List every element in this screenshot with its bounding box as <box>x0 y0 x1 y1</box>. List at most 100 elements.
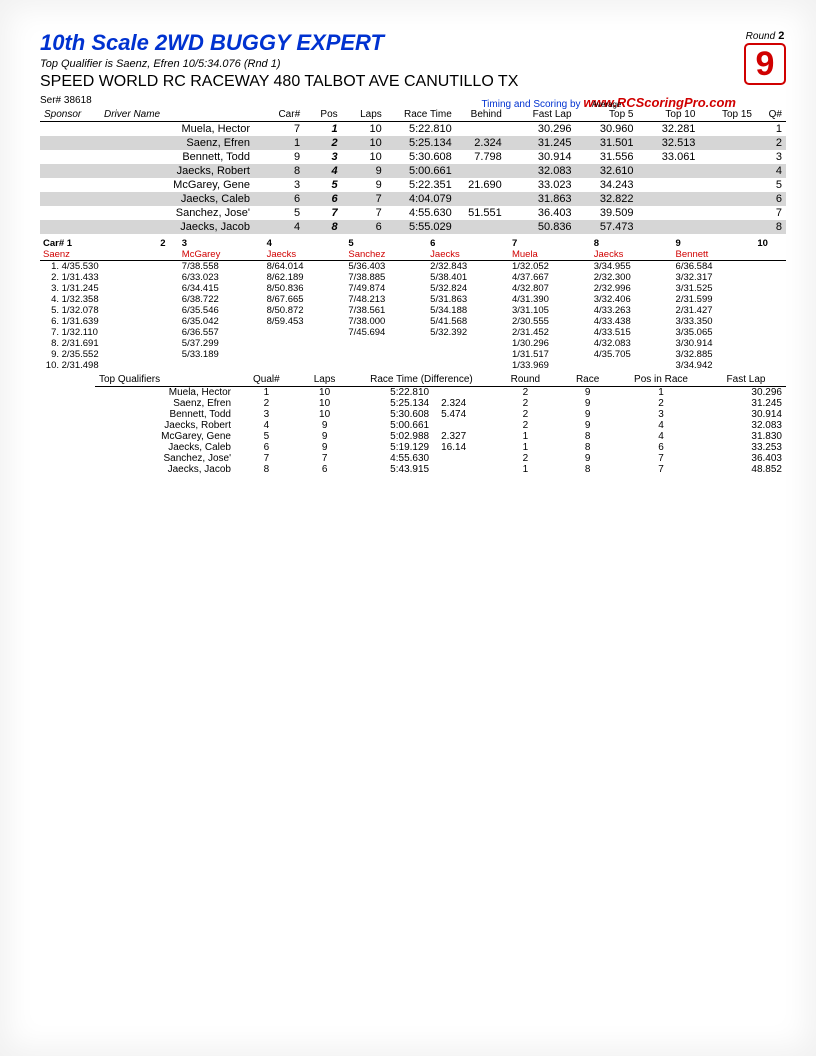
tq-row: Jaecks, Robert495:00.66129432.083 <box>40 420 786 431</box>
lap-cell: 2/32.300 <box>591 272 673 283</box>
tq-name: Saenz, Efren <box>95 398 235 409</box>
lap-cell: 1/31.517 <box>509 349 591 360</box>
top15 <box>699 150 756 164</box>
fast-lap: 50.836 <box>506 220 576 234</box>
lap-cell <box>179 360 264 371</box>
col-top5: Average Top 5 <box>576 108 638 122</box>
car-num: 6 <box>260 192 304 206</box>
lap-cell: 3/35.065 <box>673 327 755 338</box>
tq-name: Bennett, Todd <box>95 409 235 420</box>
top10: 32.513 <box>638 136 700 150</box>
tq-laps: 10 <box>298 387 352 399</box>
top5: 57.473 <box>576 220 638 234</box>
col-tq-laps: Laps <box>298 373 352 387</box>
position: 6 <box>304 192 342 206</box>
lap-cell: 5/33.189 <box>179 349 264 360</box>
tq-pos: 3 <box>616 409 706 420</box>
lap-cell: 8/62.189 <box>264 272 346 283</box>
q-num: 5 <box>756 178 786 192</box>
tq-diff: 16.14 <box>433 442 491 453</box>
col-top10: Top 10 <box>638 108 700 122</box>
car-col-num: 10 <box>754 238 786 249</box>
tq-diff <box>433 387 491 399</box>
tq-race: 9 <box>559 387 616 399</box>
tq-racetime: 5:43.915 <box>351 464 433 475</box>
tq-qual: 1 <box>235 387 298 399</box>
lap-cell: 2/30.555 <box>509 316 591 327</box>
car-num: 8 <box>260 164 304 178</box>
lap-row: 8. 2/31.6915/37.2991/30.2964/32.0833/30.… <box>40 338 786 349</box>
top5: 30.960 <box>576 122 638 137</box>
lap-row: 10. 2/31.4981/33.9693/34.942 <box>40 360 786 371</box>
tq-qual: 7 <box>235 453 298 464</box>
top10: 33.061 <box>638 150 700 164</box>
tq-racetime: 5:30.608 <box>351 409 433 420</box>
results-row: McGarey, Gene3595:22.35121.69033.02334.2… <box>40 178 786 192</box>
lap-cell <box>157 360 179 371</box>
car-col-num: 6 <box>427 238 509 249</box>
behind: 51.551 <box>456 206 506 220</box>
timing-label: Timing and Scoring by <box>481 99 580 110</box>
tq-row: McGarey, Gene595:02.9882.32718431.830 <box>40 431 786 442</box>
top10 <box>638 192 700 206</box>
car-num: 1 <box>260 136 304 150</box>
laps: 10 <box>342 136 386 150</box>
tq-qual: 3 <box>235 409 298 420</box>
round-number: 2 <box>778 30 784 42</box>
lap-cell: 4/33.515 <box>591 327 673 338</box>
fast-lap: 30.914 <box>506 150 576 164</box>
lap-row: 7. 1/32.1106/36.5577/45.6945/32.3922/31.… <box>40 327 786 338</box>
round-box: Round 2 9 <box>744 30 786 85</box>
top15 <box>699 178 756 192</box>
lap-cell: 5. 1/32.078 <box>40 305 157 316</box>
position: 5 <box>304 178 342 192</box>
lap-cell: 2/31.452 <box>509 327 591 338</box>
lap-cell: 1/32.052 <box>509 261 591 273</box>
race-time: 5:22.810 <box>386 122 456 137</box>
results-table: Sponsor Driver Name Car# Pos Laps Race T… <box>40 108 786 234</box>
lap-cell: 1/30.296 <box>509 338 591 349</box>
lap-cell: 6. 1/31.639 <box>40 316 157 327</box>
results-row: Muela, Hector71105:22.81030.29630.96032.… <box>40 122 786 137</box>
race-time: 5:00.661 <box>386 164 456 178</box>
lap-row: 9. 2/35.5525/33.1891/31.5174/35.7053/32.… <box>40 349 786 360</box>
car-num: 4 <box>260 220 304 234</box>
top5: 31.556 <box>576 150 638 164</box>
car-col-driver: Muela <box>509 249 591 261</box>
behind: 7.798 <box>456 150 506 164</box>
lap-cell: 9. 2/35.552 <box>40 349 157 360</box>
driver-name: Muela, Hector <box>100 122 260 137</box>
position: 2 <box>304 136 342 150</box>
top10 <box>638 220 700 234</box>
top10: 32.281 <box>638 122 700 137</box>
lap-cell: 6/35.042 <box>179 316 264 327</box>
car-num: 9 <box>260 150 304 164</box>
lap-cell <box>754 261 786 273</box>
top5: 32.610 <box>576 164 638 178</box>
laps: 10 <box>342 150 386 164</box>
race-number: 9 <box>744 43 786 85</box>
driver-name: McGarey, Gene <box>100 178 260 192</box>
tq-diff <box>433 453 491 464</box>
lap-cell: 2/32.996 <box>591 283 673 294</box>
tq-laps: 10 <box>298 409 352 420</box>
car-col-num: 9 <box>673 238 755 249</box>
lap-cell: 2/31.427 <box>673 305 755 316</box>
lap-cell: 5/37.299 <box>179 338 264 349</box>
lap-cell: 3. 1/31.245 <box>40 283 157 294</box>
tq-round: 2 <box>491 398 559 409</box>
col-pos: Pos <box>304 108 342 122</box>
driver-name: Saenz, Efren <box>100 136 260 150</box>
lap-cell <box>427 360 509 371</box>
col-driver: Driver Name <box>100 108 260 122</box>
tq-row: Jaecks, Jacob865:43.91518748.852 <box>40 464 786 475</box>
driver-name: Bennett, Todd <box>100 150 260 164</box>
tq-pos: 6 <box>616 442 706 453</box>
tq-diff <box>433 464 491 475</box>
tq-racetime: 5:25.134 <box>351 398 433 409</box>
laps: 10 <box>342 122 386 137</box>
lap-cell: 5/31.863 <box>427 294 509 305</box>
col-car: Car# <box>260 108 304 122</box>
laps: 6 <box>342 220 386 234</box>
top15 <box>699 164 756 178</box>
